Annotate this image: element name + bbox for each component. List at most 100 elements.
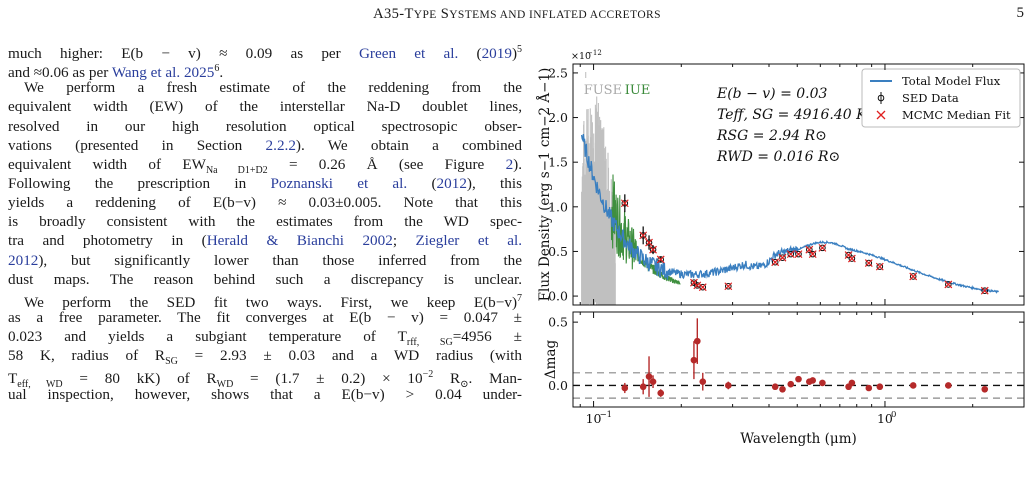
sed-data-point [845, 251, 852, 259]
text-line: tra and photometry in (Herald & Bianchi … [8, 232, 523, 250]
citation-link[interactable]: Poznanski et al. [270, 174, 408, 192]
text-line: resolved in our high resolution optical … [8, 117, 522, 135]
x-tick-exponent: 0 [891, 410, 896, 420]
mcmc-fit-marker [875, 262, 884, 271]
residual-point [848, 379, 856, 387]
x-tick-label: 10 [586, 411, 602, 426]
residual-point [645, 373, 653, 380]
footnote-marker[interactable]: 5 [517, 44, 522, 55]
citation-link[interactable]: Green et al. [358, 45, 459, 63]
sed-data-point [787, 250, 795, 258]
mcmc-fit-marker [808, 250, 817, 259]
text-line: equivalent width (EW) of the interstella… [8, 98, 522, 116]
legend-model-label: Total Model Flux [902, 74, 1001, 88]
mcmc-fit-marker [805, 245, 814, 254]
exponent-label: ×10 [571, 51, 591, 62]
residual-point [787, 380, 795, 388]
citation-link[interactable]: Herald & Bianchi 2002 [206, 232, 393, 250]
section-link[interactable]: 2.2.2 [265, 136, 296, 154]
mcmc-fit-marker [909, 272, 918, 281]
citation-year-link[interactable]: 2012 [8, 251, 39, 269]
text-line: 2012), but significantly lower than thos… [8, 251, 522, 269]
text-line: 0.023 and yields a subgiant temperature … [8, 328, 523, 349]
sed-data-point [657, 256, 665, 263]
sed-data-point [795, 250, 802, 258]
text-line: vations (presented in Section 2.2.2). We… [8, 136, 522, 154]
sed-data-point [809, 250, 817, 258]
mcmc-fit-marker [639, 231, 648, 240]
residual-y-label: Δmag [543, 340, 559, 380]
fit-annotation: E(b − v) = 0.03 [716, 86, 828, 102]
mcmc-fit-marker [620, 199, 629, 208]
x-axis-label: Wavelength (μm) [740, 431, 857, 447]
mcmc-fit-marker [771, 258, 780, 267]
mcmc-fit-marker [724, 282, 733, 291]
residual-point [657, 389, 665, 397]
sed-data-point [848, 255, 856, 262]
citation-year-link[interactable]: 2012 [436, 174, 467, 192]
residual-point [649, 378, 657, 385]
citation-link[interactable]: Wang et al. 2025 [111, 64, 215, 82]
residual-point [945, 382, 952, 389]
residual-axes-frame [572, 311, 1025, 408]
fit-annotation: RWD = 0.016 R⊙ [716, 149, 840, 165]
mcmc-fit-marker [786, 250, 795, 259]
citation-link[interactable]: Ziegler et al. [415, 232, 523, 250]
text-line: dust maps. The reason behind such a disc… [8, 270, 522, 288]
text-line: equivalent width of EWNa D1+D2 = 0.26 Å … [8, 155, 523, 176]
y-tick-label: 2.5 [548, 65, 568, 80]
sed-data-point [981, 287, 989, 295]
footnote-marker[interactable]: 7 [517, 292, 522, 304]
fit-annotation: Teff, SG = 4916.40 K [717, 107, 868, 123]
residual-plot-area [573, 318, 1024, 399]
y-tick-label: 0.5 [548, 244, 568, 259]
residual-point [694, 337, 701, 345]
mcmc-fit-marker [778, 253, 787, 262]
mcmc-fit-marker [944, 280, 953, 289]
y-tick-label: 0.5 [548, 315, 568, 330]
sed-data-point [725, 282, 732, 290]
sed-data-point [621, 199, 629, 207]
text-line: We perform a fresh estimate of the redde… [24, 79, 522, 97]
y-tick-label: 0.0 [548, 378, 568, 393]
figure-link[interactable]: 2 [505, 155, 514, 173]
text-line: Teff, WD = 80 kK) of RWD = (1.7 ± 0.2) ×… [8, 369, 523, 391]
sed-data-point [819, 244, 826, 252]
footnote-marker[interactable]: 6 [214, 63, 220, 75]
y-tick-label: 1.0 [548, 199, 568, 214]
sed-figure: 0.0 0.5 1.0 1.5 2.0 2.5×10−12 Flux Density (er… [537, 49, 1025, 447]
residual-point [699, 378, 707, 385]
residual-point [865, 384, 873, 392]
legend-fit-label: MCMC Median Fit [902, 108, 1011, 122]
fuse-label: FUSE [584, 83, 622, 98]
mcmc-fit-marker [847, 254, 856, 263]
mcmc-fit-marker [980, 286, 989, 295]
sed-data-point [645, 239, 653, 246]
sed-data-point [771, 258, 779, 266]
sed-data-point [876, 263, 884, 270]
residual-point [621, 384, 629, 392]
residual-point [725, 382, 732, 389]
residual-point [639, 383, 647, 391]
total-model-flux-line [580, 134, 999, 294]
sed-data-point [865, 259, 873, 267]
y-tick-label: 0.0 [548, 289, 568, 304]
y-axis-label: Flux Density (erg s−1 cm−2 Å−1) [537, 68, 553, 302]
body-text-column: much higher: E(b − v) ≈ 0.09 as per Gree… [8, 40, 522, 404]
running-header: A35-TYPE SYSTEMS AND INFLATED ACCRETORS [373, 6, 661, 22]
legend-box [861, 68, 1021, 128]
residual-point [779, 385, 786, 393]
mcmc-fit-marker [656, 255, 665, 264]
mcmc-fit-marker [794, 250, 803, 259]
residual-point [809, 377, 817, 384]
page-number: 5 [1016, 5, 1025, 21]
text-line: Following the prescription in Poznanski … [8, 174, 522, 192]
text-line: We perform the SED fit two ways. First, … [24, 292, 522, 311]
text-line: ual inspection, however, shows that a E(… [8, 385, 522, 403]
mcmc-fit-marker [645, 238, 653, 247]
residual-point [981, 385, 989, 393]
sed-panel: 0.0 0.5 1.0 1.5 2.0 2.5×10−12 Flux Density (er… [537, 49, 1025, 306]
citation-year-link[interactable]: 2019 [481, 45, 512, 63]
iue-spectrum [610, 174, 681, 285]
